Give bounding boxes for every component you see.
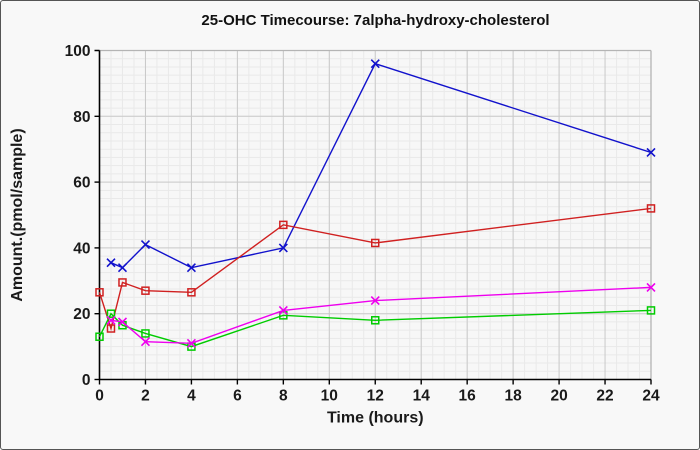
svg-text:100: 100 — [65, 43, 91, 60]
red-series-marker — [141, 286, 150, 295]
magenta-series-marker — [140, 337, 151, 347]
svg-text:2: 2 — [141, 388, 150, 405]
svg-text:0: 0 — [95, 388, 104, 405]
svg-text:60: 60 — [73, 175, 90, 192]
svg-text:8: 8 — [279, 388, 288, 405]
y-axis-title: Amount.(pmol/sample) — [9, 128, 26, 301]
red-series-marker — [646, 204, 656, 213]
blue-series-marker — [370, 59, 380, 69]
svg-text:20: 20 — [550, 388, 567, 405]
magenta-series-marker — [186, 338, 196, 348]
magenta-series-marker — [646, 282, 656, 292]
svg-text:12: 12 — [367, 388, 384, 405]
green-series-marker — [646, 306, 656, 315]
x-tick-labels: 0 2 4 6 8 10 12 14 16 18 20 22 24 — [95, 388, 660, 405]
magenta-series-marker — [370, 295, 380, 306]
red-series-marker — [187, 288, 196, 297]
svg-text:16: 16 — [459, 388, 477, 405]
magenta-series — [106, 282, 656, 348]
svg-text:6: 6 — [233, 388, 242, 405]
plot-frame — [99, 49, 652, 380]
svg-text:0: 0 — [82, 372, 91, 389]
svg-text:24: 24 — [642, 388, 660, 405]
blue-series-marker — [117, 263, 128, 273]
blue-series-marker — [646, 147, 656, 158]
magenta-series-marker — [106, 315, 116, 325]
green-series — [95, 306, 656, 351]
red-series-marker — [371, 238, 380, 248]
y-tick-labels: 0 20 40 60 80 100 — [65, 43, 91, 389]
blue-series-marker — [278, 243, 288, 253]
svg-text:22: 22 — [596, 388, 613, 405]
magenta-series-marker — [117, 317, 128, 327]
green-series-marker — [141, 329, 150, 338]
svg-text:80: 80 — [73, 109, 90, 126]
svg-text:10: 10 — [321, 388, 338, 405]
svg-text:4: 4 — [187, 388, 196, 405]
svg-text:20: 20 — [73, 306, 90, 323]
green-series-marker — [279, 311, 288, 320]
svg-text:18: 18 — [505, 388, 523, 405]
red-series-marker — [95, 288, 104, 297]
magenta-series-marker — [278, 305, 288, 315]
x-axis-title: Time (hours) — [327, 410, 424, 427]
blue-series-marker — [140, 240, 151, 250]
axes — [94, 49, 652, 385]
blue-series — [106, 59, 656, 273]
svg-text:40: 40 — [73, 240, 90, 257]
svg-text:14: 14 — [413, 388, 431, 405]
green-series-marker — [106, 309, 116, 318]
blue-series-marker — [106, 258, 116, 268]
red-series-marker — [279, 220, 288, 230]
chart-title: 25-OHC Timecourse: 7alpha-hydroxy-choles… — [201, 12, 550, 29]
red-series-marker — [106, 324, 116, 333]
blue-series-marker — [186, 263, 196, 273]
red-series-marker — [118, 278, 127, 287]
green-series-marker — [95, 332, 104, 341]
green-series-line — [98, 309, 652, 348]
green-series-marker — [371, 316, 380, 325]
